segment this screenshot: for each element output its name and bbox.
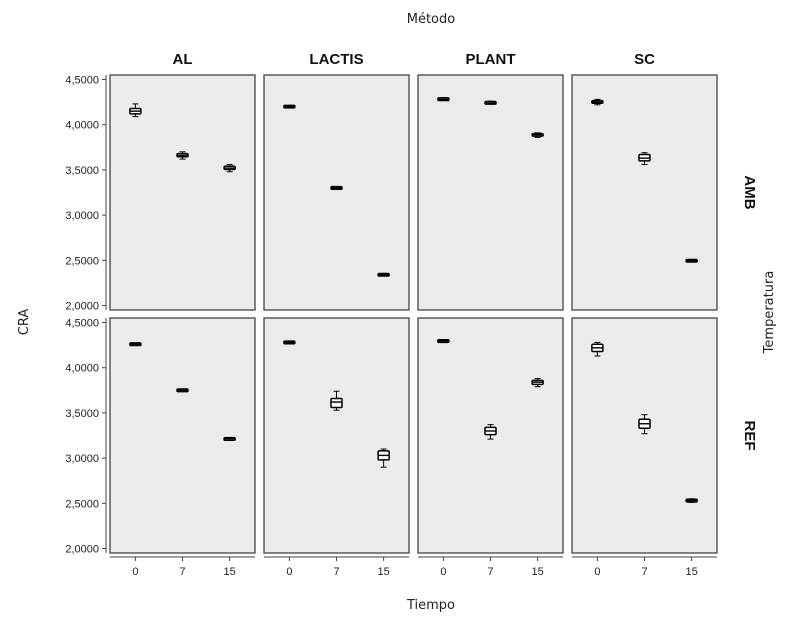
x-axis-title: Tiempo: [406, 598, 455, 613]
box: [330, 397, 343, 409]
boxplot: [591, 98, 604, 106]
boxplot: [223, 163, 236, 173]
boxplot: [638, 152, 651, 165]
facet-panel: [263, 317, 410, 554]
boxplot: [437, 338, 450, 344]
x-tick-label: 7: [333, 566, 339, 578]
x-tick-label: 7: [641, 566, 647, 578]
y-tick-label: 2,0000: [65, 543, 99, 555]
y-tick-label: 4,0000: [65, 120, 99, 132]
x-tick-label: 0: [132, 566, 138, 578]
column-facet-title: Método: [407, 12, 456, 27]
y-tick-label: 4,0000: [65, 363, 99, 375]
boxplot: [330, 390, 343, 411]
boxplot: [377, 448, 390, 468]
column-facet-label: SC: [634, 51, 655, 68]
y-tick-label: 4,5000: [65, 75, 99, 87]
x-tick-label: 7: [487, 566, 493, 578]
x-tick-label: 7: [179, 566, 185, 578]
row-facet-title: Temperatura: [762, 271, 777, 355]
y-tick-label: 2,5000: [65, 498, 99, 510]
y-axis-title: CRA: [17, 309, 32, 336]
column-facet-label: PLANT: [466, 51, 516, 68]
x-tick-label: 15: [224, 566, 236, 578]
boxplot: [531, 132, 544, 138]
facet-panel: [263, 74, 410, 311]
facet-panel: [109, 317, 256, 554]
boxplot: [283, 104, 296, 109]
boxplot: [638, 414, 651, 435]
y-tick-label: 4,5000: [65, 318, 99, 330]
boxplot: [129, 103, 142, 118]
column-facet-label: LACTIS: [309, 51, 363, 68]
y-tick-label: 2,5000: [65, 255, 99, 267]
boxplot: [484, 100, 497, 105]
boxplot: [330, 185, 343, 191]
y-tick-label: 2,0000: [65, 300, 99, 312]
plot-area: AL LACTIS PLANT SC AMB REF 2,0000 2,5000 3,0000 3…: [65, 51, 758, 578]
boxplot: [437, 97, 450, 102]
x-tick-label: 0: [440, 566, 446, 578]
y-tick-label: 3,5000: [65, 408, 99, 420]
y-tick-label: 3,5000: [65, 165, 99, 177]
x-tick-label: 15: [532, 566, 544, 578]
column-facet-label: AL: [173, 51, 193, 68]
y-tick-label: 3,0000: [65, 210, 99, 222]
y-tick-label: 3,0000: [65, 453, 99, 465]
boxplot: [176, 388, 189, 393]
x-tick-label: 15: [378, 566, 390, 578]
x-tick-label: 15: [686, 566, 698, 578]
boxplot: [283, 340, 296, 345]
boxplot: [176, 151, 189, 160]
boxplot: [685, 258, 698, 263]
x-tick-label: 0: [594, 566, 600, 578]
x-tick-label: 0: [286, 566, 292, 578]
boxplot: [377, 272, 390, 277]
boxplot: [531, 378, 544, 388]
boxplot: [223, 436, 236, 441]
row-facet-label: AMB: [741, 175, 758, 209]
boxplot: [685, 498, 698, 503]
boxplot: [484, 424, 497, 440]
facet-panel: [571, 317, 718, 554]
facet-panel: [571, 74, 718, 311]
row-facet-label: REF: [741, 421, 758, 451]
boxplot: [591, 341, 604, 357]
facet-panel: [417, 74, 564, 311]
boxplot: [129, 342, 142, 347]
